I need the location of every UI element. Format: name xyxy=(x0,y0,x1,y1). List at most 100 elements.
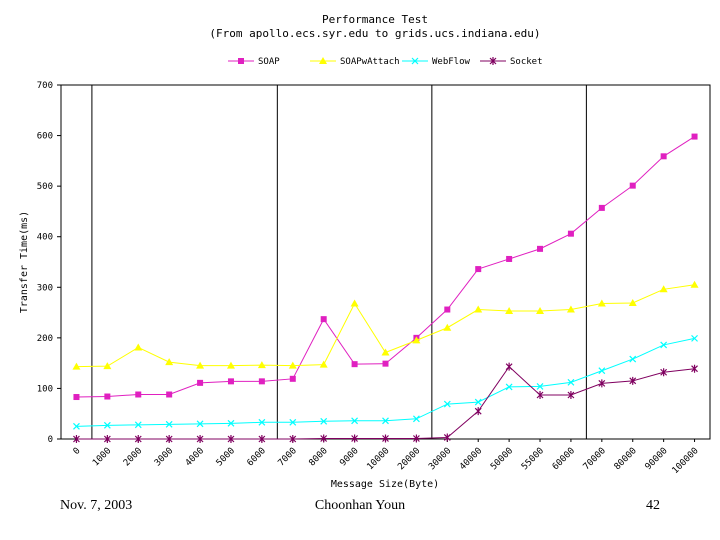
x-tick-label: 7000 xyxy=(277,446,299,468)
x-tick-label: 5000 xyxy=(215,446,237,468)
data-point xyxy=(443,433,451,442)
data-point xyxy=(411,57,419,65)
x-axis-label: Message Size(Byte) xyxy=(331,479,439,490)
data-point xyxy=(444,306,451,313)
series-group xyxy=(72,133,699,443)
data-point xyxy=(134,435,142,443)
data-point xyxy=(382,360,389,367)
x-axis-ticks: 0 1000 2000 3000 4000 5000 6000 7000 8000 9000 100… xyxy=(72,439,701,476)
legend-item-webflow: WebFlow xyxy=(402,57,471,67)
data-point xyxy=(536,307,545,315)
series-line xyxy=(76,365,695,440)
data-point xyxy=(691,334,698,342)
data-point xyxy=(598,379,606,388)
data-point xyxy=(412,336,421,344)
data-point xyxy=(289,418,297,426)
data-point xyxy=(238,58,244,64)
data-point xyxy=(474,407,482,416)
x-tick-label: 50000 xyxy=(489,446,515,472)
data-point xyxy=(73,422,80,430)
x-tick-label: 40000 xyxy=(458,446,484,472)
legend-item-soap: SOAP xyxy=(228,57,280,67)
data-point xyxy=(505,383,513,391)
data-point xyxy=(598,204,605,211)
data-point xyxy=(258,418,266,426)
legend-label: SOAPwAttach xyxy=(340,57,400,67)
data-point xyxy=(505,307,514,315)
grid-lines xyxy=(91,85,587,439)
x-tick-label: 90000 xyxy=(644,446,670,472)
y-axis-ticks: 0 100 200 300 400 500 600 700 xyxy=(37,81,61,445)
data-point xyxy=(536,382,544,390)
data-point xyxy=(227,378,234,385)
y-tick-label: 400 xyxy=(37,233,53,243)
series-soapwattach xyxy=(72,280,699,370)
data-point xyxy=(320,417,328,425)
y-axis-label: Transfer Time(ms) xyxy=(19,211,30,313)
legend-label: SOAP xyxy=(258,57,280,67)
data-point xyxy=(629,376,637,385)
data-point xyxy=(319,360,328,368)
data-point xyxy=(628,298,637,306)
data-point xyxy=(165,435,173,443)
legend-label: WebFlow xyxy=(432,57,471,67)
x-tick-label: 55000 xyxy=(520,446,546,472)
data-point xyxy=(474,305,483,313)
data-point xyxy=(73,435,80,443)
x-tick-label: 70000 xyxy=(582,446,608,472)
data-point xyxy=(566,305,575,313)
data-point xyxy=(351,361,358,368)
data-point xyxy=(381,348,390,356)
x-tick-label: 4000 xyxy=(184,446,206,468)
data-point xyxy=(412,434,420,443)
data-point xyxy=(73,394,80,401)
data-point xyxy=(629,182,636,189)
data-point xyxy=(196,435,204,443)
chart-title: Performance Test xyxy=(322,13,428,26)
footer-author: Choonhan Youn xyxy=(314,498,406,513)
data-point xyxy=(227,419,235,427)
x-tick-label: 20000 xyxy=(396,446,422,472)
x-tick-label: 80000 xyxy=(613,446,639,472)
data-point xyxy=(103,362,112,370)
data-point xyxy=(412,415,420,423)
data-point xyxy=(690,280,699,288)
x-tick-label: 30000 xyxy=(427,446,453,472)
data-point xyxy=(351,434,359,443)
y-tick-label: 600 xyxy=(37,132,53,142)
data-point xyxy=(691,364,698,373)
footer-date: Nov. 7, 2003 xyxy=(60,498,133,513)
data-point xyxy=(659,285,668,293)
data-point xyxy=(382,417,389,425)
y-tick-label: 0 xyxy=(48,435,53,445)
y-tick-label: 700 xyxy=(37,81,53,91)
data-point xyxy=(134,421,142,429)
chart-legend: SOAP SOAPwAttach WebFlow Socket xyxy=(228,57,543,67)
data-point xyxy=(72,362,81,370)
data-point xyxy=(536,391,544,400)
data-point xyxy=(475,266,482,273)
data-point xyxy=(320,316,327,323)
chart-subtitle: (From apollo.ecs.syr.edu to grids.ucs.in… xyxy=(209,27,540,40)
legend-label: Socket xyxy=(510,57,543,67)
y-tick-label: 100 xyxy=(37,384,53,394)
data-point xyxy=(134,343,143,351)
data-point xyxy=(196,361,205,369)
data-point xyxy=(629,355,637,363)
data-point xyxy=(474,398,482,406)
data-point xyxy=(597,299,606,307)
data-point xyxy=(226,361,235,369)
data-point xyxy=(135,391,142,398)
y-tick-label: 300 xyxy=(37,283,53,293)
x-tick-label: 9000 xyxy=(338,446,360,468)
data-point xyxy=(320,434,328,443)
series-soap xyxy=(73,133,698,401)
data-point xyxy=(351,417,359,425)
data-point xyxy=(443,323,452,331)
data-point xyxy=(567,378,575,386)
x-tick-label: 10000 xyxy=(365,446,391,472)
y-tick-label: 200 xyxy=(37,334,53,344)
x-tick-label: 0 xyxy=(72,446,83,457)
x-tick-label: 60000 xyxy=(551,446,577,472)
